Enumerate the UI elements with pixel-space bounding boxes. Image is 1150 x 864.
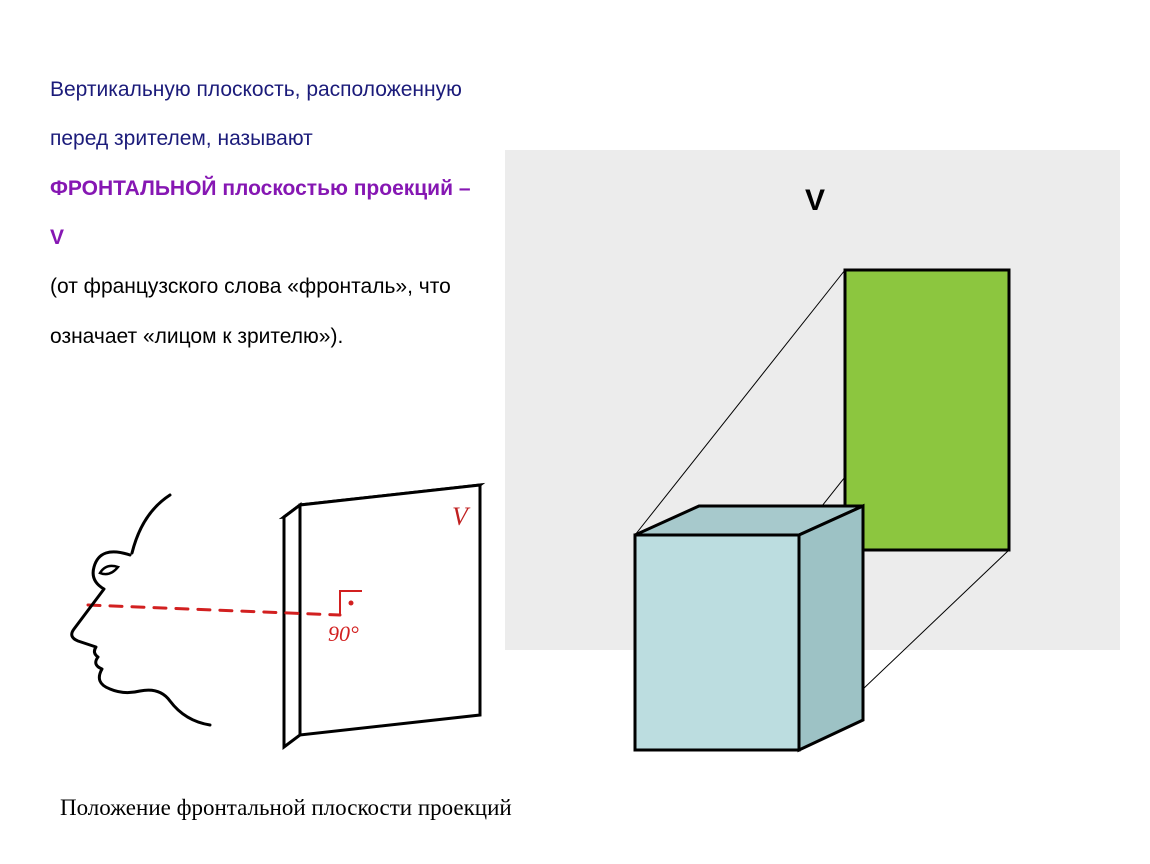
projected-face	[845, 270, 1009, 550]
text-plain-1: Вертикальную плоскость, расположенную пе…	[50, 78, 462, 150]
prism-side-face	[799, 506, 863, 750]
angle-label: 90°	[328, 621, 359, 646]
observer-face-icon	[72, 495, 210, 725]
text-bold: ФРОНТАЛЬНОЙ плоскостью проекций – V	[50, 177, 471, 249]
observer-diagram-left: V90°	[40, 435, 510, 795]
right-angle-dot	[349, 601, 354, 606]
explanation-text: Вертикальную плоскость, расположенную пе…	[50, 65, 480, 361]
projection-diagram-right: V	[505, 150, 1120, 780]
observer-eye-icon	[100, 566, 118, 574]
text-plain-2: (от французского слова «фронталь», что о…	[50, 275, 451, 347]
v-label-large: V	[805, 184, 825, 217]
left-diagram-caption: Положение фронтальной плоскости проекций	[60, 795, 512, 821]
prism-front-face	[635, 535, 799, 750]
small-plane-side	[284, 505, 300, 747]
